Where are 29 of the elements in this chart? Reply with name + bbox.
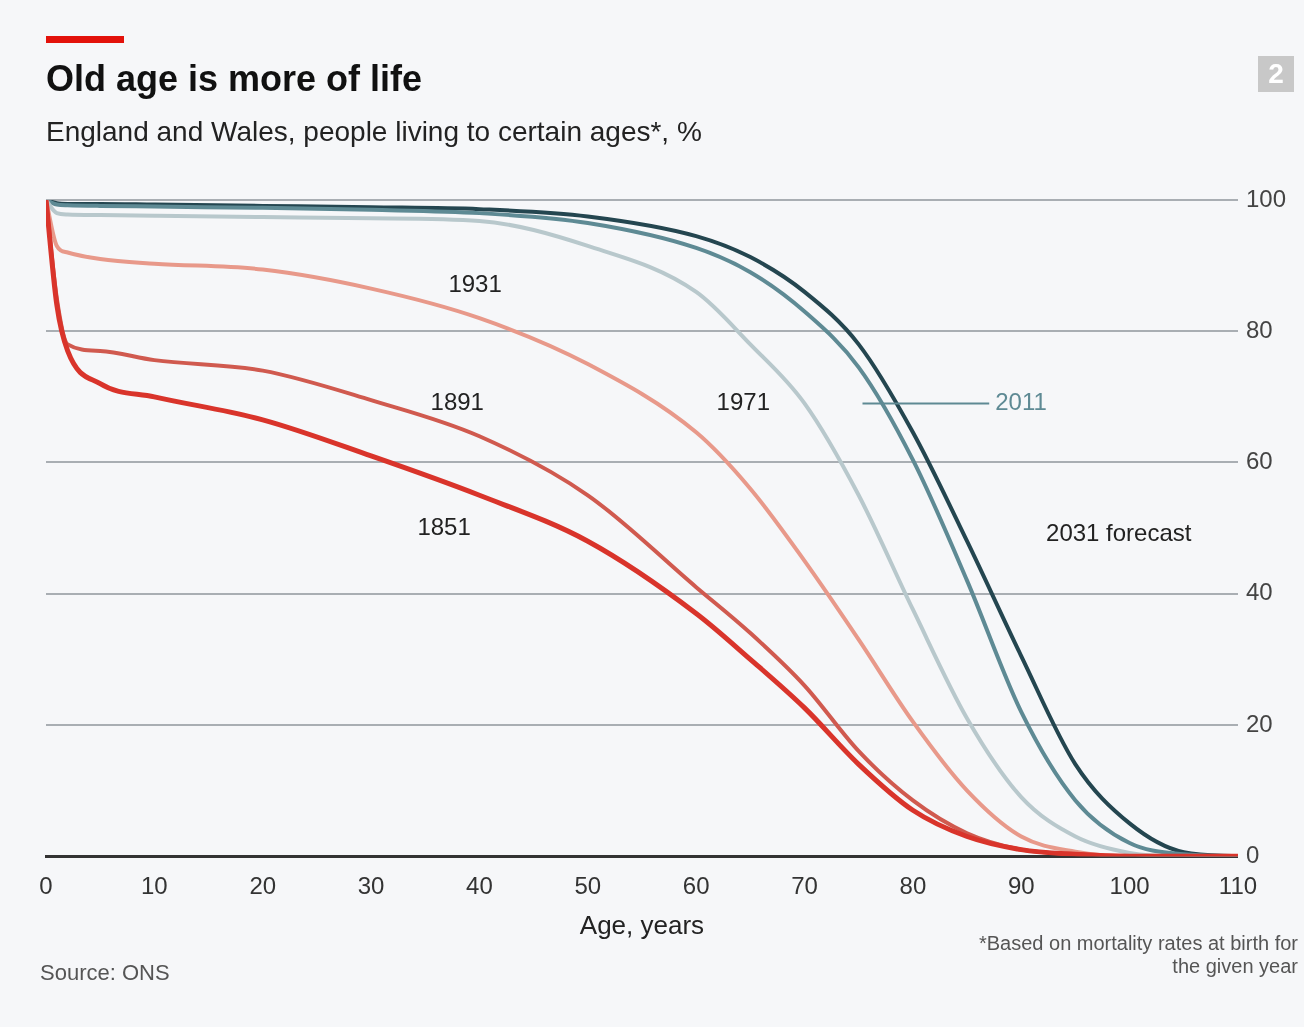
text: 2011 <box>995 388 1047 416</box>
text: *Based on mortality rates at birth for the given year <box>977 932 1298 978</box>
y-tick-label: 80 <box>1245 315 1273 343</box>
x-tick-label: 90 <box>1007 872 1035 900</box>
y-tick-label: 40 <box>1245 578 1273 606</box>
chart-title: Old age is more of life <box>46 58 423 100</box>
series-label: 1851 <box>417 512 471 540</box>
y-tick-label: 20 <box>1245 709 1273 737</box>
y-tick-label: 0 <box>1245 840 1260 868</box>
x-tick-label: 60 <box>682 872 710 900</box>
x-tick-label: 0 <box>39 872 53 900</box>
x-tick-label: 50 <box>574 872 602 900</box>
x-tick-label: 100 <box>1109 872 1150 900</box>
x-tick-label: 30 <box>357 872 385 900</box>
y-tick-label: 100 <box>1245 184 1286 212</box>
x-tick-label: 80 <box>899 872 927 900</box>
x-axis-title: Age, years <box>579 910 705 941</box>
x-tick-label: 20 <box>249 872 277 900</box>
text: 2031 forecast <box>1046 519 1192 547</box>
series-label: 1931 <box>448 269 502 297</box>
source-note: Source: ONS <box>40 960 170 986</box>
y-tick-label: 60 <box>1245 447 1273 475</box>
series-label: 1891 <box>430 388 484 416</box>
chart-subtitle: England and Wales, people living to certain ages*, % <box>46 116 702 148</box>
x-tick-label: 70 <box>791 872 818 900</box>
series-label: 1971 <box>716 388 770 416</box>
x-tick-label: 10 <box>141 872 168 900</box>
x-tick-label: 40 <box>466 872 493 900</box>
x-tick-label: 110 <box>1218 872 1258 900</box>
